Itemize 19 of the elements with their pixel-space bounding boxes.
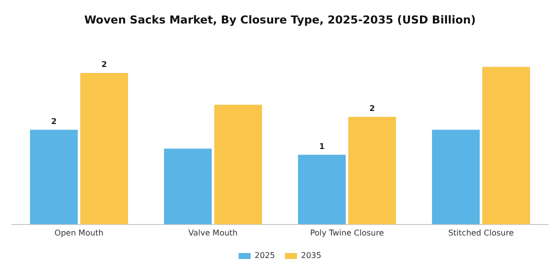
x-tick-label: Stitched Closure <box>448 228 514 238</box>
bar <box>164 148 212 224</box>
x-tick-label: Poly Twine Closure <box>310 228 384 238</box>
chart-title: Woven Sacks Market, By Closure Type, 2025-2035 (USD Billion) <box>84 13 476 26</box>
x-tick-label: Valve Mouth <box>188 228 238 238</box>
legend-label: 2025 <box>254 251 275 260</box>
data-label: 2 <box>51 116 57 126</box>
data-label: 2 <box>101 60 107 70</box>
data-label: 2 <box>369 104 375 113</box>
bar <box>80 72 128 224</box>
x-tick-label: Open Mouth <box>54 228 104 238</box>
legend-label: 2035 <box>301 251 322 260</box>
bar <box>298 154 346 224</box>
bar <box>432 130 480 224</box>
data-label: 1 <box>319 142 326 151</box>
bar <box>348 116 396 224</box>
bar <box>214 104 262 224</box>
bar <box>482 66 530 224</box>
bar <box>30 130 78 224</box>
